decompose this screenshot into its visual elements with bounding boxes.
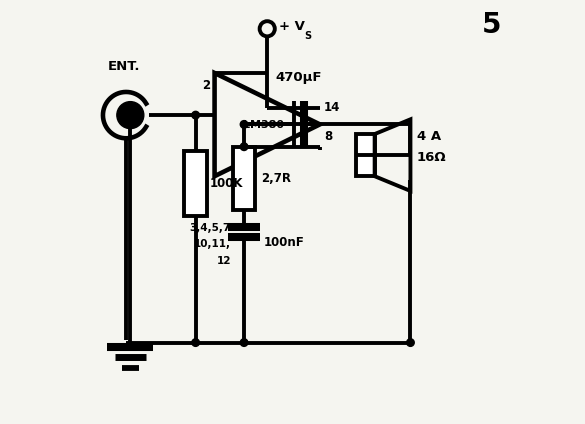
Text: 3,4,5,7: 3,4,5,7 bbox=[190, 223, 231, 232]
Text: 4 A: 4 A bbox=[417, 130, 441, 143]
Text: 14: 14 bbox=[324, 101, 340, 114]
Circle shape bbox=[192, 112, 199, 119]
Circle shape bbox=[240, 143, 248, 151]
Circle shape bbox=[192, 339, 199, 346]
Text: LM380: LM380 bbox=[243, 120, 284, 130]
Circle shape bbox=[240, 120, 248, 128]
Text: + V: + V bbox=[279, 20, 305, 33]
Circle shape bbox=[117, 102, 144, 128]
Text: 12: 12 bbox=[216, 256, 231, 266]
Circle shape bbox=[240, 339, 248, 346]
Text: 2,7R: 2,7R bbox=[261, 172, 291, 185]
Bar bbox=[356, 134, 374, 176]
Text: 100nF: 100nF bbox=[264, 236, 305, 249]
Text: 2: 2 bbox=[202, 79, 211, 92]
Text: 470μF: 470μF bbox=[276, 71, 322, 84]
Text: 5: 5 bbox=[481, 11, 501, 39]
Text: 100K: 100K bbox=[209, 177, 243, 190]
Text: 16Ω: 16Ω bbox=[417, 151, 446, 164]
Circle shape bbox=[407, 339, 414, 346]
Text: 10,11,: 10,11, bbox=[194, 240, 231, 249]
Text: S: S bbox=[304, 31, 311, 42]
Bar bbox=[233, 147, 255, 210]
Text: 8: 8 bbox=[324, 130, 332, 143]
Bar bbox=[184, 151, 207, 216]
Text: ENT.: ENT. bbox=[108, 60, 140, 73]
